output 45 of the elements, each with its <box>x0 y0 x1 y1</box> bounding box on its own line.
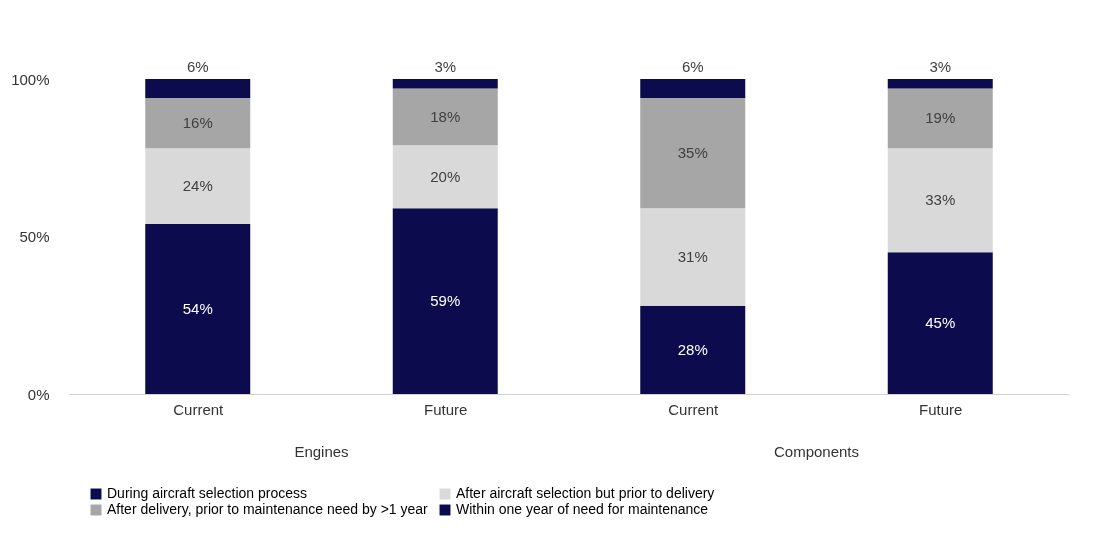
bar <box>392 88 498 146</box>
bar <box>392 145 498 209</box>
data-label: 18% <box>430 107 461 125</box>
x-tick-label: Current <box>668 400 720 418</box>
bar <box>145 79 251 98</box>
bar <box>887 79 993 89</box>
legend-label: During aircraft selection process <box>107 485 307 501</box>
bar <box>887 148 993 253</box>
data-label: 35% <box>677 144 708 162</box>
bar <box>392 79 498 89</box>
data-label: 6% <box>681 58 704 75</box>
bar <box>145 223 251 394</box>
legend-label: After aircraft selection but prior to delivery <box>456 485 715 501</box>
data-label: 6% <box>186 58 209 75</box>
data-label: 54% <box>182 299 213 317</box>
data-label: 59% <box>430 292 461 310</box>
data-label: 31% <box>677 247 708 265</box>
bar <box>145 148 251 224</box>
y-tick-label: 0% <box>27 385 50 403</box>
data-label: 3% <box>929 58 952 75</box>
text: Components <box>773 443 860 460</box>
data-label: 3% <box>434 58 457 75</box>
data-label: 45% <box>925 314 956 332</box>
legend-label: Within one year of need for maintenance <box>456 501 709 517</box>
bar <box>392 208 498 394</box>
y-tick-label: 100% <box>11 70 50 88</box>
bar <box>640 208 746 306</box>
bar <box>145 97 251 149</box>
y-tick-label: 50% <box>19 228 50 245</box>
data-label: 19% <box>925 109 956 127</box>
data-label: 16% <box>182 114 213 132</box>
bar <box>887 252 993 394</box>
x-tick-label: Future <box>424 400 468 418</box>
x-tick-label: Future <box>919 400 963 418</box>
bar <box>887 88 993 149</box>
data-label: 20% <box>430 167 461 185</box>
legend-label: After delivery, prior to maintenance need by >1 year <box>107 501 429 517</box>
data-label: 28% <box>677 340 708 358</box>
x-tick-label: Current <box>173 400 225 418</box>
data-label: 33% <box>925 191 956 209</box>
data-label: 24% <box>182 177 213 195</box>
bar <box>640 97 746 209</box>
bar <box>640 79 746 98</box>
text: Engines <box>294 443 349 460</box>
bar <box>640 305 746 394</box>
